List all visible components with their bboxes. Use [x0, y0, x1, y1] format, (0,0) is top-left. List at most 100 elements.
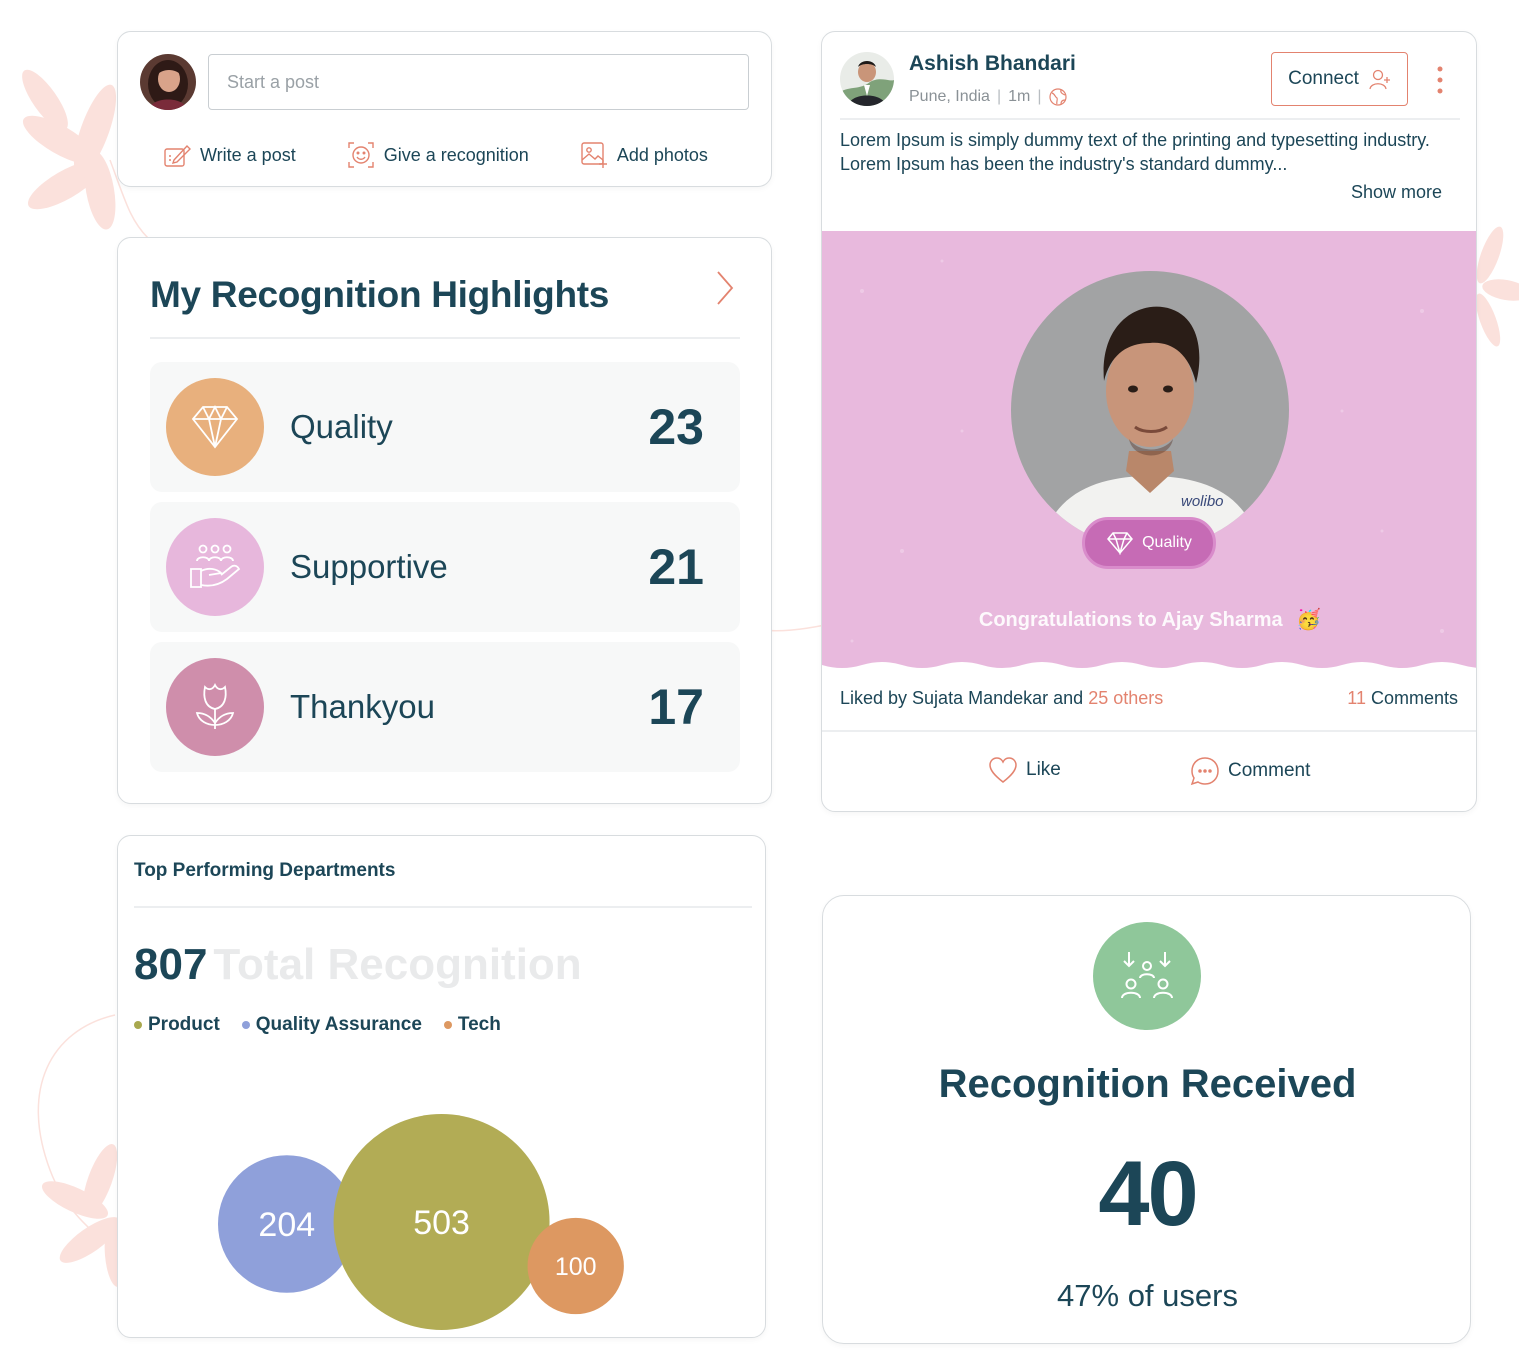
comment-bubble-icon — [1190, 757, 1219, 786]
comments-summary[interactable]: 11 Comments — [1347, 688, 1458, 709]
total-recognition-value: 807 — [134, 940, 208, 989]
comment-button[interactable]: Comment — [1190, 756, 1310, 786]
bubble-value-label: 503 — [413, 1204, 470, 1242]
write-post-icon — [164, 144, 191, 167]
heart-icon — [989, 757, 1017, 783]
write-post-button[interactable]: Write a post — [162, 140, 296, 170]
legend-label: Tech — [457, 1014, 501, 1035]
like-button[interactable]: Like — [988, 756, 1061, 784]
total-recognition-label: Total Recognition — [213, 940, 582, 989]
author-avatar[interactable] — [840, 52, 894, 106]
comments-count: 11 — [1347, 688, 1366, 708]
more-options-icon[interactable] — [1430, 64, 1450, 98]
highlight-count: 23 — [648, 399, 704, 455]
flower-decoration-bottom-left — [37, 1014, 126, 1287]
supportive-badge — [166, 518, 264, 616]
comment-label: Comment — [1228, 760, 1311, 781]
meta-separator: | — [1037, 88, 1042, 105]
highlights-divider — [150, 337, 740, 339]
bubble-value-label: 100 — [555, 1253, 597, 1281]
comments-label: Comments — [1370, 688, 1458, 708]
give-recognition-button[interactable]: Give a recognition — [346, 140, 529, 170]
flower-icon — [195, 682, 235, 729]
highlight-row-thankyou[interactable]: Thankyou 17 — [150, 642, 740, 772]
highlight-label: Quality — [290, 408, 393, 445]
connect-label: Connect — [1288, 68, 1359, 89]
legend-item-quality-assurance: Quality Assurance — [241, 1014, 422, 1036]
total-recognition: 807 Total Recognition — [134, 940, 582, 990]
likes-prefix: Liked by Sujata Mandekar and — [840, 688, 1084, 708]
give-recognition-label: Give a recognition — [383, 144, 529, 165]
post-header-divider — [840, 118, 1460, 120]
recipient-photo: wolibo — [1011, 271, 1289, 549]
author-location: Pune, India — [909, 88, 990, 105]
add-user-icon — [1369, 69, 1390, 90]
like-label: Like — [1026, 759, 1061, 780]
show-more-link[interactable]: Show more — [1350, 182, 1442, 202]
congratulations-caption: Congratulations to Ajay Sharma 🥳 — [822, 607, 1476, 632]
bubble-product[interactable] — [333, 1114, 550, 1330]
post-footer-divider — [822, 730, 1476, 732]
connect-button[interactable]: Connect — [1271, 52, 1408, 106]
post-text-line: Lorem Ipsum is simply dummy text of the … — [840, 130, 1430, 150]
meta-separator: | — [996, 88, 1002, 105]
recognition-received-title: Recognition Received — [938, 1062, 1357, 1106]
highlight-row-quality[interactable]: Quality 23 — [150, 362, 740, 492]
thankyou-badge — [166, 658, 264, 756]
start-post-input[interactable] — [208, 54, 749, 110]
post-time: 1m — [1008, 88, 1031, 105]
highlight-row-supportive[interactable]: Supportive 21 — [150, 502, 740, 632]
post-text-line: Lorem Ipsum has been the industry's stan… — [840, 154, 1288, 174]
diamond-icon — [1107, 532, 1134, 555]
helping-hand-icon — [190, 544, 241, 588]
add-photo-icon — [581, 142, 607, 168]
departments-title: Top Performing Departments — [134, 860, 396, 881]
legend-item-tech: Tech — [443, 1014, 501, 1036]
write-post-label: Write a post — [200, 144, 296, 165]
shirt-logo-text: wolibo — [1181, 493, 1224, 510]
recognition-received-subtitle: 47% of users — [1057, 1278, 1238, 1313]
bubble-tech[interactable] — [527, 1217, 624, 1315]
top-departments-card: Top Performing Departments 807 Total Reco… — [117, 835, 766, 1338]
legend-dot — [443, 1021, 452, 1029]
recognition-received-badge — [1093, 922, 1201, 1030]
highlight-label: Supportive — [290, 548, 448, 585]
recognition-banner: wolibo Quality Congratulations to Ajay S… — [822, 231, 1476, 673]
legend-label: Product — [148, 1014, 220, 1035]
recognition-icon — [348, 142, 374, 168]
caption-text: Congratulations to Ajay Sharma — [978, 609, 1283, 631]
quality-badge — [166, 378, 264, 476]
post-meta: Pune, India | 1m | — [909, 88, 1067, 106]
banner-texture — [822, 259, 1476, 673]
recognition-highlights-card: My Recognition Highlights Quality 23 Sup… — [117, 237, 772, 804]
legend-label: Quality Assurance — [255, 1014, 422, 1035]
group-receive-icon — [1121, 952, 1173, 999]
party-face-icon: 🥳 — [1296, 609, 1322, 631]
highlight-label: Thankyou — [290, 688, 435, 725]
quality-badge-pill: Quality — [1082, 517, 1216, 569]
user-avatar[interactable] — [140, 54, 196, 110]
chevron-right-icon[interactable] — [708, 268, 738, 308]
bubble-quality-assurance[interactable] — [218, 1155, 356, 1293]
likes-summary[interactable]: Liked by Sujata Mandekar and 25 others — [840, 688, 1163, 709]
globe-icon — [1048, 88, 1067, 106]
chart-legend: Product Quality Assurance Tech — [134, 1014, 501, 1036]
add-photos-button[interactable]: Add photos — [579, 140, 708, 170]
add-photos-label: Add photos — [616, 144, 708, 165]
recognition-received-value: 40 — [1098, 1143, 1198, 1245]
post-text: Lorem Ipsum is simply dummy text of the … — [840, 128, 1460, 176]
flower-decoration-right — [1476, 226, 1519, 347]
recognition-received-card: Recognition Received 40 47% of users — [822, 895, 1471, 1344]
post-composer-card: Write a post Give a recognition Add phot… — [117, 31, 772, 187]
diamond-icon — [191, 404, 239, 449]
author-name[interactable]: Ashish Bhandari — [909, 52, 1076, 75]
quality-badge-label: Quality — [1142, 534, 1192, 551]
highlight-count: 17 — [648, 679, 704, 735]
bubble-value-label: 204 — [258, 1206, 315, 1244]
departments-bubble-chart: 204 503 100 — [218, 1114, 624, 1330]
highlights-title: My Recognition Highlights — [150, 274, 610, 315]
likes-others[interactable]: 25 others — [1088, 688, 1164, 708]
legend-dot — [134, 1021, 142, 1029]
legend-dot — [241, 1021, 250, 1029]
feed-post-card: Ashish Bhandari Pune, India | 1m | Conne… — [821, 31, 1477, 812]
